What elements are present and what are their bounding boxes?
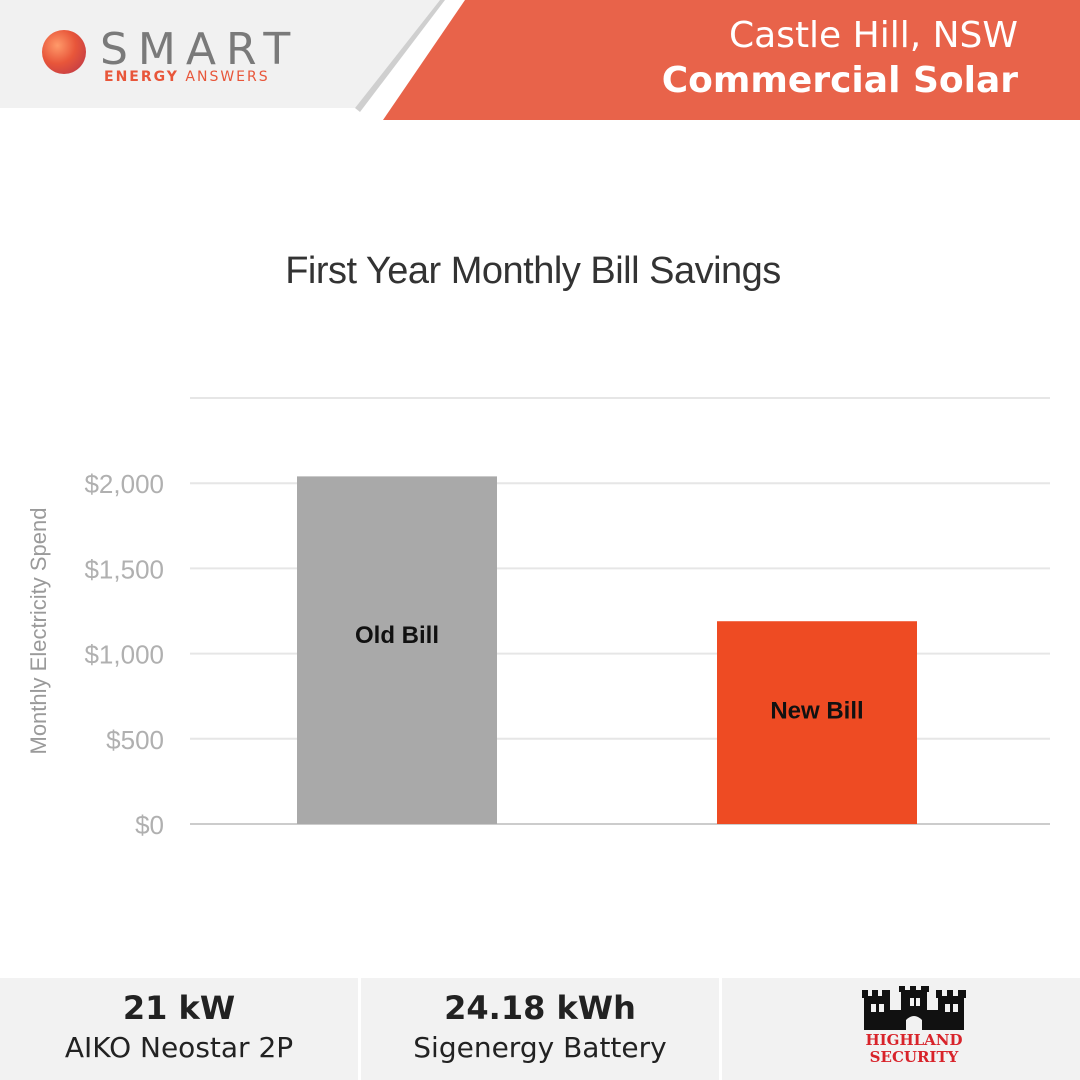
y-tick-label: $1,500 — [84, 554, 164, 584]
bar-new-bill — [717, 621, 917, 824]
panel-capacity: 21 kW — [122, 989, 236, 1027]
highland-security-logo: HIGHLAND SECURITY — [862, 986, 966, 1072]
logo-tagline-thin: ANSWERS — [185, 69, 270, 85]
brand-line-1: HIGHLAND — [865, 1031, 963, 1049]
footer-divider — [358, 978, 361, 1080]
brand-line-2: SECURITY — [869, 1048, 959, 1066]
chart-title: First Year Monthly Bill Savings — [285, 250, 781, 292]
header-background — [0, 0, 1080, 120]
bar-label: Old Bill — [355, 622, 439, 649]
project-category: Commercial Solar — [661, 60, 1018, 101]
project-location: Castle Hill, NSW — [728, 15, 1018, 56]
battery-capacity: 24.18 kWh — [444, 989, 636, 1027]
y-tick-label: $500 — [106, 725, 164, 755]
header-banner: SMART ENERGY ANSWERS Castle Hill, NSW Co… — [0, 0, 1080, 120]
logo-orb-icon — [42, 30, 86, 74]
system-summary-bar: 21 kW AIKO Neostar 2P 24.18 kWh Sigenerg… — [0, 978, 1080, 1080]
panel-spec: 21 kW AIKO Neostar 2P — [0, 978, 358, 1080]
y-tick-label: $1,000 — [84, 640, 164, 670]
footer-divider — [719, 978, 722, 1080]
bill-savings-chart: First Year Monthly Bill Savings $0 $500 $1… — [0, 230, 1080, 870]
panel-model: AIKO Neostar 2P — [64, 1031, 294, 1064]
battery-spec: 24.18 kWh Sigenergy Battery — [361, 978, 719, 1080]
logo-tagline: ENERGY ANSWERS — [104, 68, 270, 86]
brand-name: HIGHLAND SECURITY — [862, 1032, 966, 1066]
project-info: Castle Hill, NSW Commercial Solar — [558, 14, 1018, 104]
chart-plot-area: $0 $500 $1,000 $1,500 $2,000 Monthly Electric… — [26, 397, 1050, 840]
y-tick-label: $2,000 — [84, 469, 164, 499]
y-axis-label: Monthly Electricity Spend — [26, 508, 51, 755]
bar-old-bill — [297, 476, 497, 824]
logo-tagline-bold: ENERGY — [104, 69, 179, 85]
castle-icon — [862, 986, 966, 1030]
battery-model: Sigenergy Battery — [413, 1031, 667, 1064]
logo-wordmark: SMART — [100, 24, 301, 75]
bar-label: New Bill — [770, 698, 863, 725]
smart-energy-logo: SMART ENERGY ANSWERS — [42, 26, 312, 96]
y-tick-label: $0 — [135, 810, 164, 840]
